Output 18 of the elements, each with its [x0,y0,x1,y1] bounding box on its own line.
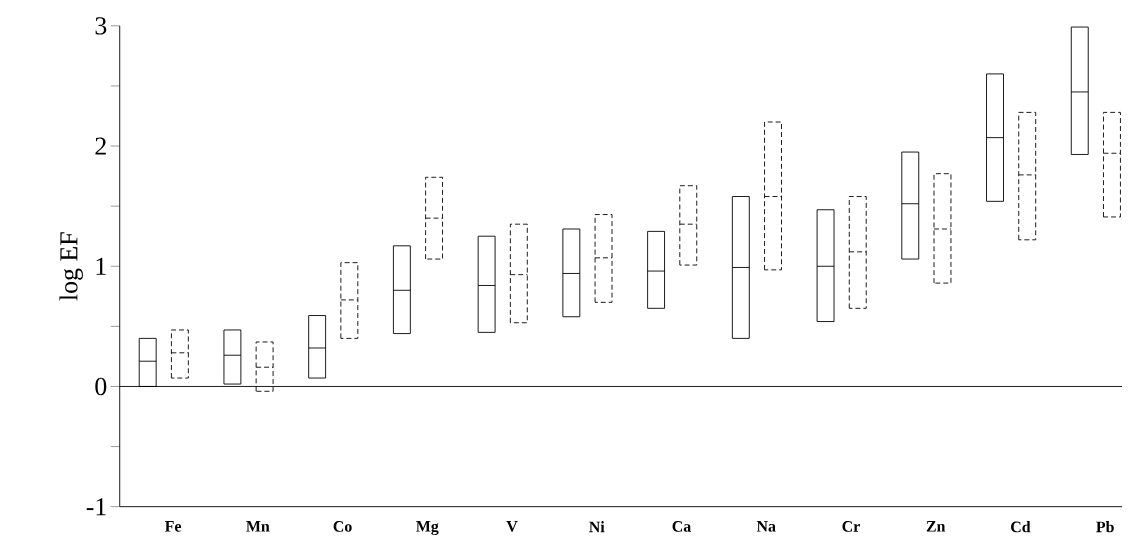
x-tick-label: Pb [1096,520,1114,533]
x-tick-label: V [506,520,518,532]
x-tick-label: Fe [164,520,182,532]
y-tick-label: 2 [95,137,106,155]
x-tick-label: Na [756,520,776,532]
y-axis-title: log EF [59,232,83,301]
y-tick-label: 0 [95,377,107,395]
y-tick-label: 3 [95,16,107,35]
y-tick-label: 1 [96,257,106,275]
x-tick-label: Co [333,520,352,532]
x-tick-label: Zn [926,520,946,532]
x-tick-label: Ni [589,520,605,532]
x-tick-label: Ca [672,520,691,532]
x-tick-label: Cd [1011,520,1031,533]
y-tick-label: -1 [86,497,106,515]
x-tick-label: Mg [416,520,439,535]
x-tick-label: Mn [246,520,270,532]
x-tick-label: Cr [842,520,860,532]
